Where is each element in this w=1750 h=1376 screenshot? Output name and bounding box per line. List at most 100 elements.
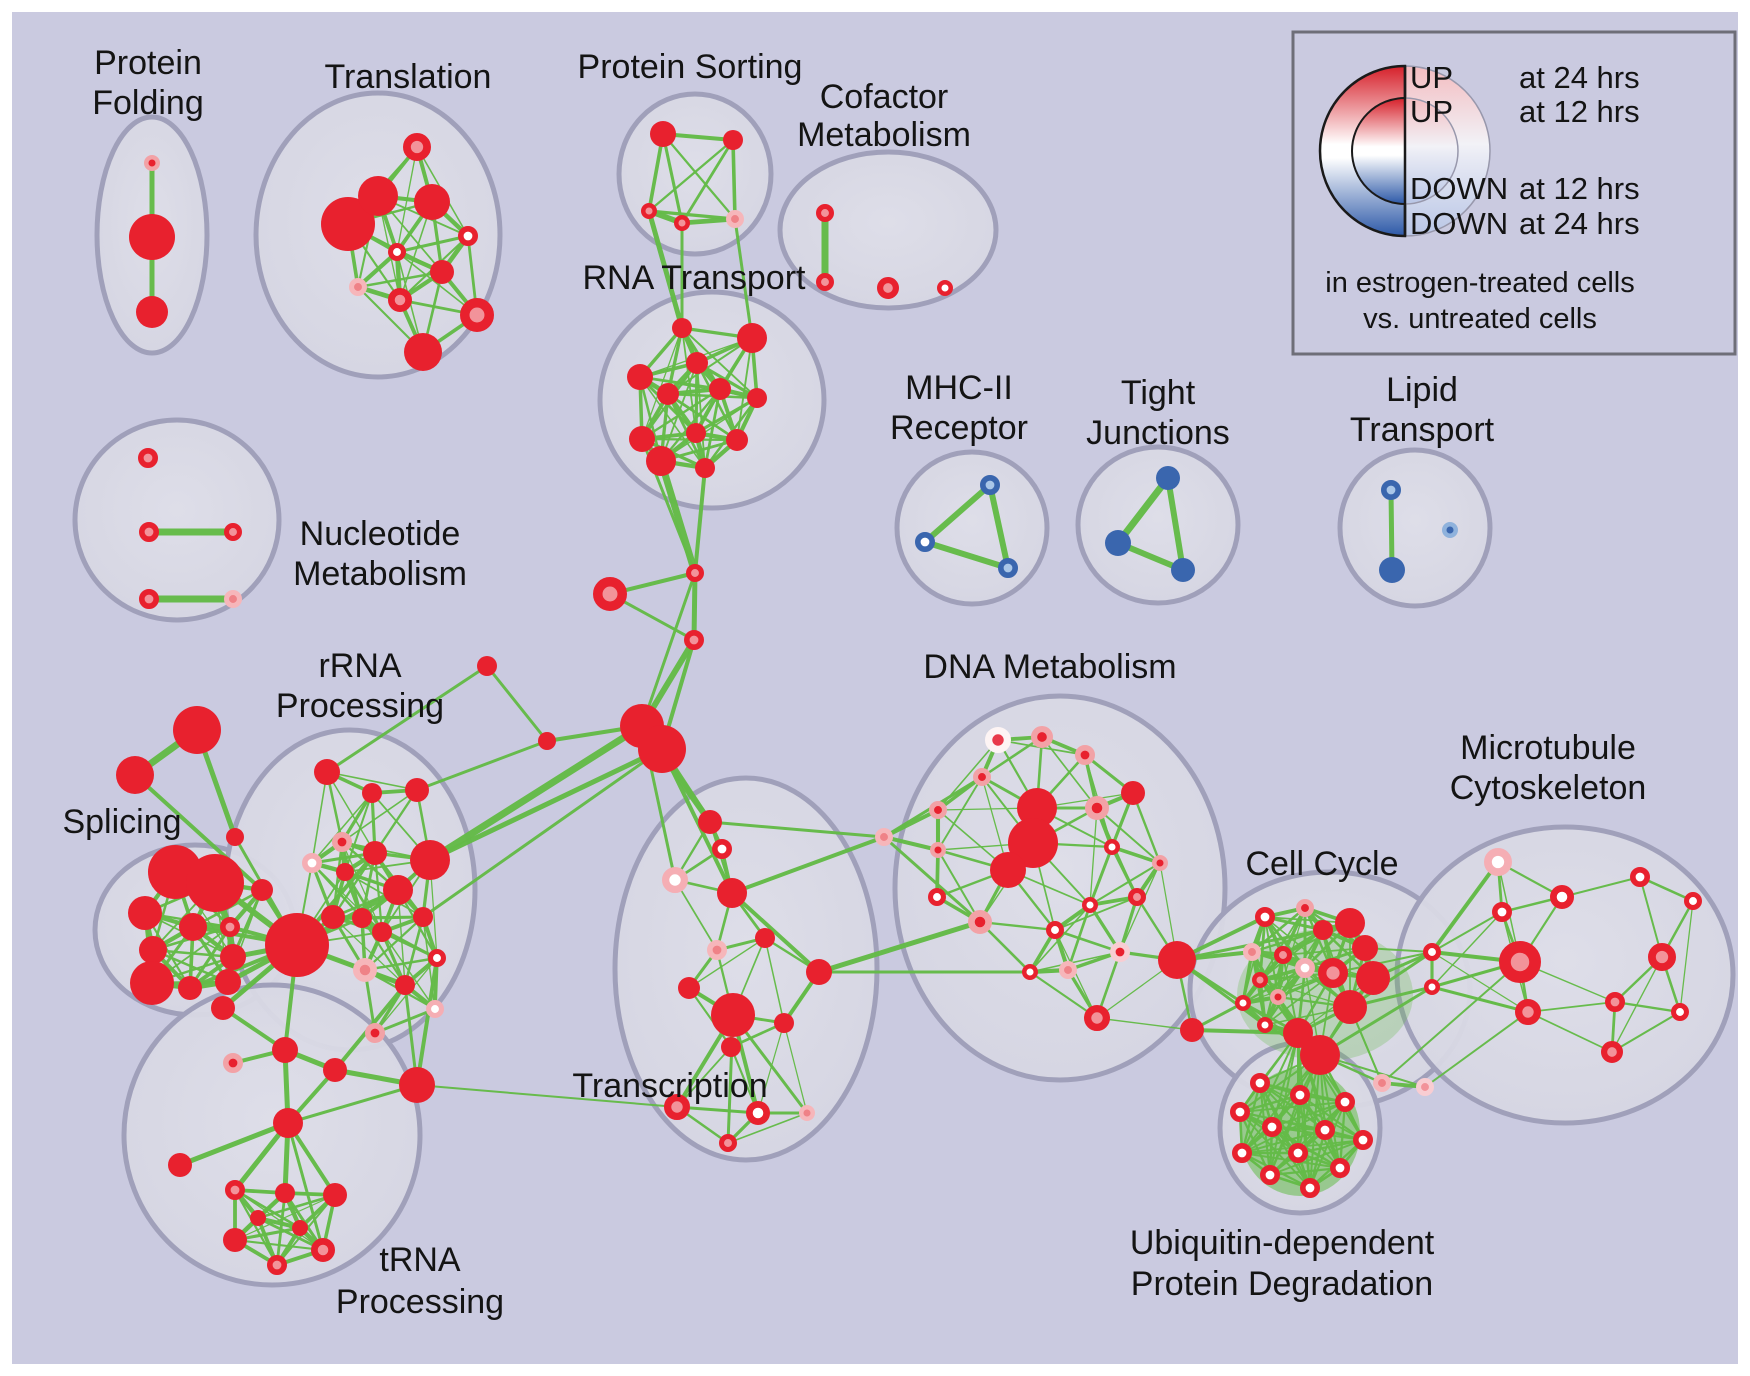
network-node [928,888,947,907]
cluster-label-protein_folding: Folding [92,84,204,122]
network-node [1084,1005,1111,1032]
network-node [706,939,727,960]
network-node [358,176,398,216]
network-edge [661,132,684,225]
network-node [1648,942,1677,971]
network-node [251,879,273,901]
cluster-label-transcription: Transcription [572,1067,767,1105]
network-node [1288,1143,1309,1164]
network-node [1423,943,1442,962]
network-edge [882,835,982,924]
network-edge [1424,1011,1529,1088]
network-node [272,1037,298,1063]
network-edge [1028,970,1099,1020]
network-node [220,944,246,970]
network-edge [980,735,1044,779]
network-node [1283,1018,1313,1048]
network-node [990,852,1026,888]
network-node [1128,888,1147,907]
network-node [1416,1078,1435,1097]
network-edge [727,1112,808,1144]
network-edge [647,132,665,213]
network-edge [363,956,439,972]
network-node [997,557,1018,578]
network-node [405,778,429,802]
network-edge [676,1106,759,1114]
network-node [875,828,894,847]
network-node [1373,1074,1392,1093]
network-edge [485,664,549,743]
network-node [1492,901,1513,922]
cluster-label-rrna: rRNA [318,647,401,685]
network-node [1180,1018,1204,1042]
network-edge [680,138,735,225]
cluster-label-protein_sorting: Protein Sorting [578,48,803,86]
network-edge [987,482,1011,571]
network-edge [691,570,698,643]
network-node [1243,943,1262,962]
network-edge [660,747,734,895]
network-node [1251,971,1268,988]
network-node [1232,1143,1253,1164]
network-edge [687,986,733,1049]
network-edge [332,916,406,986]
network-node [664,1094,691,1121]
cluster-label-tight: Tight [1121,374,1196,412]
legend-inner-circle-saturated [1351,96,1406,206]
network-node [275,1183,295,1203]
network-edge [661,132,737,221]
network-edge [326,771,376,854]
network-edge [363,915,425,972]
cluster-label-translation: Translation [325,58,492,96]
network-edge [1241,1152,1341,1169]
network-edge [647,209,737,221]
cluster-label-mhc: Receptor [890,409,1028,447]
network-node [363,841,387,865]
network-edge [1088,861,1162,907]
network-node [936,279,953,296]
network-node [640,203,657,220]
network-node [747,388,767,408]
network-node [139,936,167,964]
network-node [1081,896,1098,913]
network-node [1121,781,1145,805]
network-node [967,909,992,934]
network-node [186,854,244,912]
network-edge [1269,1139,1364,1176]
network-node [331,831,352,852]
network-node [348,277,367,296]
network-edge [360,915,425,920]
network-node [310,1237,335,1262]
network-node [1300,1035,1340,1075]
network-node [650,121,676,147]
network-edge [188,925,232,990]
network-edge [730,835,886,895]
network-edge [360,916,407,987]
network-node [139,521,160,542]
network-node [1260,1165,1281,1186]
network-edge [256,1216,325,1252]
network-node [130,961,174,1005]
network-node [457,226,478,247]
network-edge [1430,910,1504,954]
network-node [364,1023,385,1044]
network-node [427,949,446,968]
network-edge [1527,1001,1616,1013]
network-node [1084,795,1109,820]
network-node [1151,854,1168,871]
network-node [314,759,340,785]
network-edge [1241,1032,1299,1154]
network-node [266,1255,287,1276]
network-edge [427,746,665,863]
network-edge [703,387,722,470]
network-edge [373,1007,437,1035]
cluster-label-trna: Processing [336,1283,504,1321]
network-edge [421,747,664,919]
legend: UP at 24 hrs UP at 12 hrs DOWN at 12 hrs… [1291,30,1737,356]
network-node [774,1013,794,1033]
network-node [683,629,704,650]
cluster-region-protein_sorting [616,91,774,257]
network-node [362,783,382,803]
network-node [973,768,992,787]
